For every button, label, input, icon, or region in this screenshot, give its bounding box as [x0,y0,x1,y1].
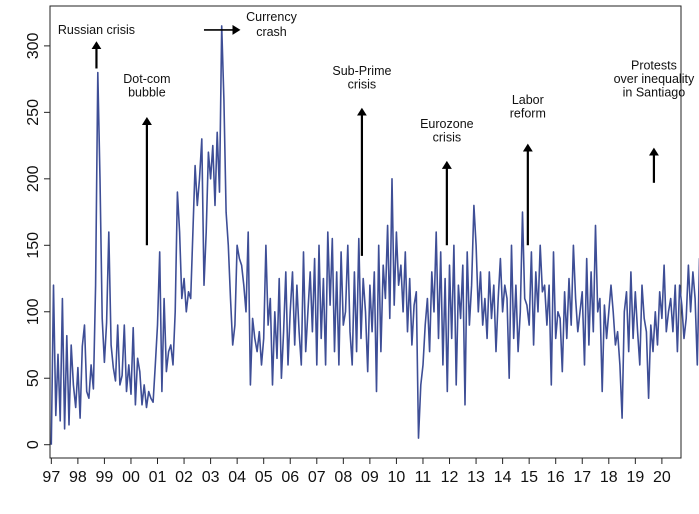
y-tick-label: 300 [25,32,42,59]
x-tick-label: 00 [122,469,140,486]
x-tick-label: 17 [573,469,591,486]
annotation-label: bubble [128,85,166,99]
annotation-label: Russian crisis [58,23,135,37]
annotation-label: crisis [348,77,376,91]
x-tick-label: 97 [42,469,60,486]
x-tick-label: 13 [467,469,485,486]
y-tick-label: 0 [25,440,42,449]
plot-frame [49,5,682,459]
x-tick-label: 08 [334,469,352,486]
x-tick-label: 14 [494,469,512,486]
x-tick-label: 05 [255,469,273,486]
annotation-label: crash [256,25,287,39]
annotation-label: crisis [433,131,461,145]
x-tick-label: 15 [520,469,538,486]
x-tick-label: 07 [308,469,326,486]
annotation-label: Sub-Prime [332,64,391,78]
x-tick-label: 10 [388,469,406,486]
annotation-label: Currency [246,10,297,24]
annotation-label: Protests [631,58,677,72]
y-tick-label: 50 [25,369,42,387]
x-tick-label: 18 [600,469,618,486]
annotation-label: Dot-com [123,72,170,86]
annotation-label: Labor [512,93,544,107]
y-tick-label: 250 [25,99,42,126]
x-tick-label: 11 [415,469,432,486]
annotation-label: reform [510,107,546,121]
x-tick-label: 03 [202,469,220,486]
annotation-label: over inequality [614,72,695,86]
x-tick-label: 98 [69,469,87,486]
annotation-label: Eurozone [420,117,474,131]
x-tick-label: 06 [281,469,299,486]
annotation-label: in Santiago [623,85,686,99]
x-tick-label: 12 [441,469,459,486]
y-tick-label: 200 [25,165,42,192]
y-tick-label: 150 [25,232,42,259]
x-tick-label: 01 [149,469,167,486]
x-tick-label: 16 [547,469,565,486]
x-tick-label: 19 [626,469,644,486]
x-tick-label: 02 [175,469,193,486]
x-tick-label: 04 [228,469,246,486]
x-tick-label: 99 [96,469,114,486]
x-tick-label: 09 [361,469,379,486]
x-tick-label: 20 [653,469,671,486]
series-line [50,25,699,445]
y-tick-label: 100 [25,298,42,325]
